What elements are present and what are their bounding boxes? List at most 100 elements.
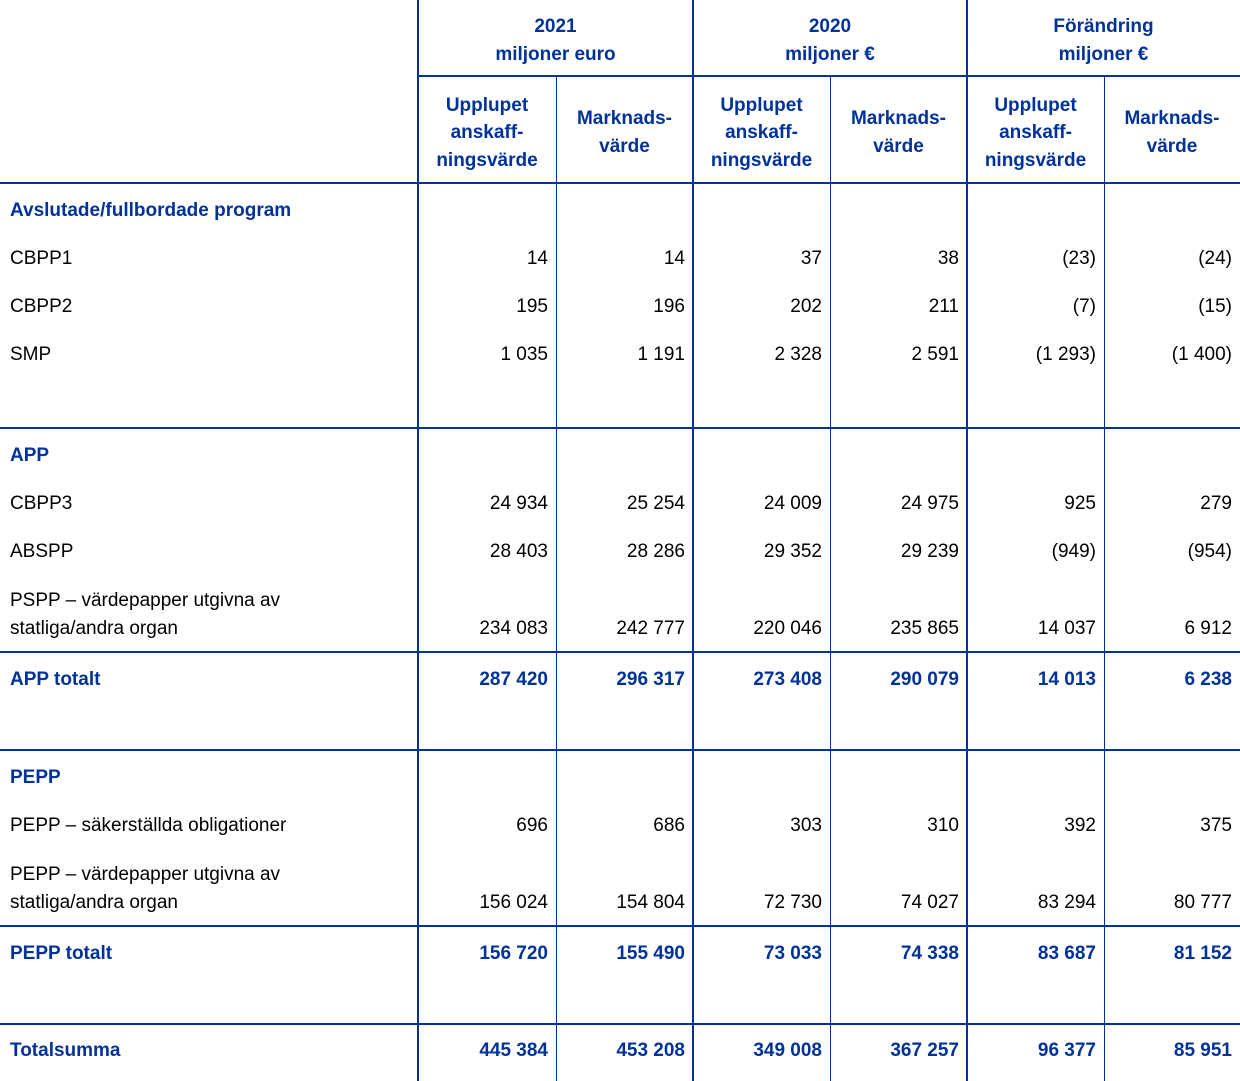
column-header: ningsvärde xyxy=(710,149,813,171)
cell-value: 38 xyxy=(937,248,959,269)
section-title: PEPP xyxy=(10,767,61,788)
cell-value: 74 338 xyxy=(900,943,959,964)
cell-value: 155 490 xyxy=(616,943,685,964)
column-header: värde xyxy=(599,135,650,157)
cell-value: 2 591 xyxy=(911,344,959,365)
row-label: PEPP – säkerställda obligationer xyxy=(10,815,287,836)
header-rule xyxy=(0,182,1240,184)
cell-value: 195 xyxy=(516,296,548,317)
column-divider xyxy=(830,76,831,1081)
total-rule xyxy=(0,925,1240,927)
section-title: APP xyxy=(10,445,50,466)
cell-value: 83 687 xyxy=(1037,943,1096,964)
cell-value: 196 xyxy=(653,296,685,317)
column-divider xyxy=(417,0,419,1081)
cell-value: 28 286 xyxy=(626,541,685,562)
column-divider xyxy=(1104,76,1105,1081)
cell-value: (1 400) xyxy=(1171,344,1232,365)
cell-value: 279 xyxy=(1200,493,1232,514)
cell-value: 2 328 xyxy=(774,344,822,365)
column-header: anskaff- xyxy=(999,122,1072,143)
section-rule xyxy=(0,1023,1240,1025)
cell-value: (24) xyxy=(1198,248,1232,269)
row-label: CBPP1 xyxy=(10,248,73,269)
cell-value: 696 xyxy=(516,815,548,836)
cell-value: 14 xyxy=(663,248,685,269)
cell-value: 211 xyxy=(928,296,959,317)
cell-value: 28 403 xyxy=(489,541,548,562)
cell-value: 25 254 xyxy=(626,493,685,514)
cell-value: 156 024 xyxy=(479,892,548,913)
cell-value: 156 720 xyxy=(479,943,548,964)
cell-value: 80 777 xyxy=(1173,892,1232,913)
group-title: 2020 xyxy=(808,16,852,37)
cell-value: 14 xyxy=(526,248,548,269)
cell-value: 202 xyxy=(790,296,822,317)
cell-value: 925 xyxy=(1064,493,1096,514)
row-label: statliga/andra organ xyxy=(10,892,178,913)
cell-value: 24 975 xyxy=(900,493,959,514)
cell-value: 81 152 xyxy=(1173,943,1232,964)
column-divider xyxy=(692,0,694,1081)
section-rule xyxy=(0,749,1240,751)
total-label: PEPP totalt xyxy=(10,943,113,964)
row-label: PEPP – värdepapper utgivna av xyxy=(10,864,281,885)
section-title: Avslutade/fullbordade program xyxy=(10,200,292,221)
column-divider xyxy=(556,76,557,1081)
cell-value: 37 xyxy=(800,248,822,269)
row-label: CBPP3 xyxy=(10,493,73,514)
column-header: ningsvärde xyxy=(436,149,538,171)
column-divider xyxy=(966,0,968,1081)
column-header: Marknads- xyxy=(576,108,673,130)
cell-value: 1 191 xyxy=(637,344,685,365)
cell-value: (1 293) xyxy=(1035,344,1096,365)
column-header: anskaff- xyxy=(450,122,524,143)
column-header: Marknads- xyxy=(850,108,947,130)
header-rule xyxy=(418,75,1240,77)
cell-value: 303 xyxy=(790,815,822,836)
column-header: Upplupet xyxy=(720,94,803,116)
cell-value: (23) xyxy=(1062,248,1096,269)
column-header: Upplupet xyxy=(445,94,529,116)
row-label: PSPP – värdepapper utgivna av xyxy=(10,590,281,611)
cell-value: 453 208 xyxy=(616,1040,685,1061)
cell-value: 6 912 xyxy=(1184,618,1232,639)
cell-value: 6 238 xyxy=(1184,669,1232,690)
cell-value: 686 xyxy=(653,815,685,836)
cell-value: 72 730 xyxy=(763,892,822,913)
group-title: Förändring xyxy=(1053,16,1154,37)
cell-value: (15) xyxy=(1198,296,1232,317)
cell-value: 375 xyxy=(1200,815,1232,836)
cell-value: 24 009 xyxy=(763,493,822,514)
cell-value: 310 xyxy=(927,815,959,836)
column-header: Upplupet xyxy=(994,94,1077,116)
cell-value: 296 317 xyxy=(616,669,685,690)
grand-total-label: Totalsumma xyxy=(10,1040,121,1061)
group-unit: miljoner euro xyxy=(495,44,616,65)
group-title: 2021 xyxy=(534,16,577,37)
cell-value: 154 804 xyxy=(616,892,685,913)
cell-value: 96 377 xyxy=(1037,1040,1096,1061)
cell-value: 29 352 xyxy=(763,541,822,562)
cell-value: 392 xyxy=(1064,815,1096,836)
cell-value: 445 384 xyxy=(479,1040,548,1061)
cell-value: 287 420 xyxy=(479,669,548,690)
cell-value: 290 079 xyxy=(890,669,959,690)
column-header: värde xyxy=(873,135,924,157)
row-label: ABSPP xyxy=(10,541,74,562)
cell-value: 234 083 xyxy=(479,618,548,639)
group-unit: miljoner € xyxy=(1058,44,1149,65)
column-header: värde xyxy=(1146,135,1198,157)
cell-value: 14 013 xyxy=(1037,669,1096,690)
cell-value: 85 951 xyxy=(1173,1040,1232,1061)
row-label: SMP xyxy=(10,344,52,365)
column-header: Marknads- xyxy=(1124,108,1220,130)
section-rule xyxy=(0,427,1240,429)
cell-value: 74 027 xyxy=(900,892,959,913)
cell-value: 242 777 xyxy=(616,618,685,639)
cell-value: 235 865 xyxy=(890,618,959,639)
cell-value: (954) xyxy=(1187,541,1232,562)
cell-value: 367 257 xyxy=(890,1040,959,1061)
cell-value: 14 037 xyxy=(1037,618,1096,639)
